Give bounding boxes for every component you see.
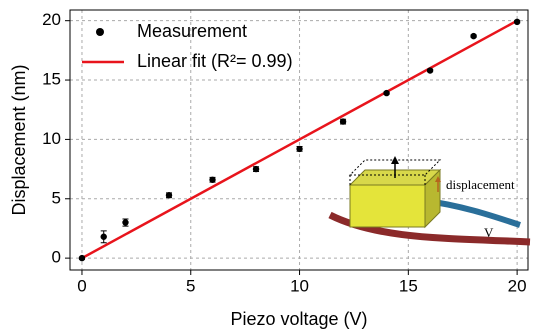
y-tick-label: 10 — [42, 129, 61, 148]
y-tick-label: 5 — [52, 188, 61, 207]
y-tick-label: 15 — [42, 70, 61, 89]
legend-marker — [96, 28, 104, 36]
x-axis-title: Piezo voltage (V) — [230, 309, 367, 329]
x-tick-label: 0 — [77, 276, 86, 295]
data-point — [78, 254, 86, 262]
piezo-side — [424, 168, 441, 229]
data-point — [426, 67, 434, 74]
data-point — [165, 192, 173, 199]
y-tick-label: 0 — [52, 248, 61, 267]
y-axis-title: Displacement (nm) — [9, 64, 29, 215]
data-point — [209, 176, 216, 183]
fit-line — [81, 19, 518, 260]
arrow-head — [391, 156, 399, 164]
data-point — [470, 32, 477, 40]
data-point — [296, 145, 303, 153]
legend-label: Measurement — [137, 21, 247, 41]
annotation: V — [484, 225, 494, 240]
data-point — [252, 165, 260, 173]
y-tick-label: 20 — [42, 10, 61, 29]
x-tick-label: 5 — [186, 276, 195, 295]
displaced-outline — [348, 159, 442, 176]
data-point — [122, 219, 129, 226]
data-point — [383, 89, 390, 97]
plot-frame — [69, 9, 529, 271]
data-point — [339, 118, 347, 125]
data-point — [100, 233, 107, 240]
data-point — [513, 18, 521, 26]
x-tick-label: 10 — [290, 276, 309, 295]
cable-red — [328, 211, 531, 246]
annotation: displacement — [446, 177, 515, 192]
x-tick-label: 15 — [399, 276, 418, 295]
arrow-head — [435, 176, 441, 182]
x-tick-label: 20 — [508, 276, 527, 295]
piezo-illustration: displacement V — [328, 156, 531, 246]
legend-label: Linear fit (R²= 0.99) — [137, 51, 293, 71]
piezo-front — [349, 184, 426, 228]
